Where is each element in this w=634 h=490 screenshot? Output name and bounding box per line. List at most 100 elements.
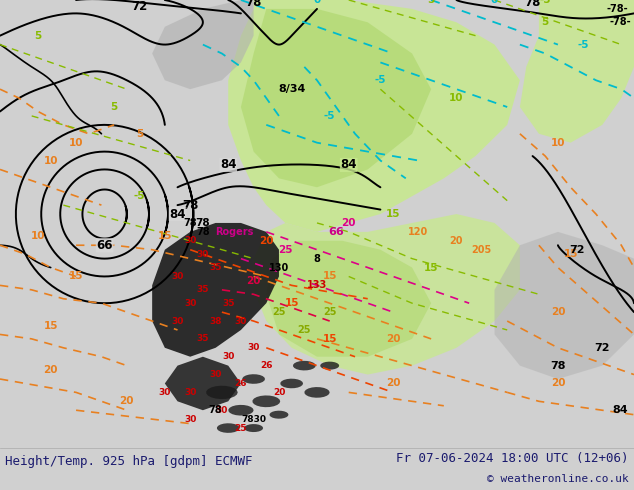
Text: 30: 30 (222, 352, 235, 361)
Text: 10: 10 (450, 93, 463, 103)
Text: 15: 15 (44, 320, 58, 331)
Text: -5: -5 (578, 40, 589, 49)
Polygon shape (228, 0, 520, 232)
Text: 5: 5 (136, 129, 143, 139)
Text: 20: 20 (551, 378, 565, 389)
Text: 30: 30 (209, 370, 222, 379)
Text: 84: 84 (340, 158, 357, 172)
Polygon shape (228, 405, 254, 416)
Polygon shape (244, 424, 263, 432)
Text: 38: 38 (209, 317, 222, 325)
Text: 78: 78 (524, 0, 541, 9)
Text: 10: 10 (551, 138, 565, 147)
Text: 15: 15 (323, 271, 337, 281)
Polygon shape (165, 357, 241, 410)
Text: 66: 66 (328, 227, 344, 237)
Text: -78-: -78- (606, 4, 628, 14)
Text: 15: 15 (285, 298, 299, 308)
Text: 20: 20 (120, 396, 134, 406)
Polygon shape (304, 387, 330, 398)
Text: 15: 15 (386, 209, 400, 219)
Text: 25: 25 (297, 325, 311, 335)
Text: 35: 35 (209, 263, 222, 272)
Text: Rogers: Rogers (216, 227, 254, 237)
Text: 72: 72 (569, 245, 585, 255)
Text: 20: 20 (386, 378, 400, 389)
Text: 7830: 7830 (241, 415, 266, 424)
Polygon shape (320, 362, 339, 369)
Text: 20: 20 (386, 334, 400, 344)
Text: 30: 30 (171, 317, 184, 325)
Text: 35: 35 (197, 285, 209, 294)
Text: 26: 26 (260, 361, 273, 370)
Text: 84: 84 (220, 158, 236, 172)
Text: 120: 120 (408, 227, 429, 237)
Text: 30: 30 (184, 299, 197, 308)
Polygon shape (217, 423, 240, 433)
Text: 30: 30 (158, 388, 171, 397)
Text: Height/Temp. 925 hPa [gdpm] ECMWF: Height/Temp. 925 hPa [gdpm] ECMWF (5, 455, 252, 468)
Text: 15: 15 (158, 231, 172, 242)
Text: 25: 25 (272, 307, 286, 317)
Text: 35: 35 (197, 334, 209, 343)
Text: 20: 20 (450, 236, 463, 246)
Text: 78: 78 (182, 198, 198, 212)
Text: 66: 66 (96, 239, 113, 252)
Text: 10: 10 (44, 155, 58, 166)
Text: -5: -5 (375, 75, 386, 85)
Polygon shape (280, 379, 303, 388)
Text: 30: 30 (216, 406, 228, 415)
Text: 5: 5 (34, 31, 42, 41)
Text: 15: 15 (564, 249, 578, 259)
Text: 0: 0 (491, 0, 498, 5)
Polygon shape (520, 0, 634, 143)
Text: 30: 30 (247, 343, 260, 352)
Text: 84: 84 (612, 405, 628, 415)
Text: 78: 78 (196, 227, 210, 237)
Text: 25: 25 (278, 245, 292, 255)
Polygon shape (266, 241, 431, 357)
Polygon shape (206, 386, 238, 399)
Text: © weatheronline.co.uk: © weatheronline.co.uk (487, 474, 629, 484)
Text: 5: 5 (427, 0, 435, 5)
Text: 78: 78 (183, 218, 197, 228)
Polygon shape (241, 9, 431, 187)
Polygon shape (254, 214, 520, 374)
Text: 130: 130 (269, 263, 289, 272)
Text: 20: 20 (273, 388, 285, 397)
Text: 20: 20 (44, 365, 58, 375)
Text: 78: 78 (209, 405, 223, 415)
Text: 25: 25 (323, 307, 337, 317)
Text: 15: 15 (69, 271, 83, 281)
Text: 8/34: 8/34 (278, 84, 306, 94)
Text: 78: 78 (195, 218, 210, 228)
Text: 72: 72 (595, 343, 610, 353)
Text: 30: 30 (171, 272, 184, 281)
Text: 30: 30 (184, 236, 197, 245)
Polygon shape (252, 395, 280, 407)
Text: 10: 10 (69, 138, 83, 147)
Text: -5: -5 (324, 111, 335, 121)
Polygon shape (242, 374, 265, 384)
Text: -78-: -78- (609, 17, 631, 27)
Polygon shape (293, 361, 316, 370)
Text: 5: 5 (110, 102, 118, 112)
Text: 30: 30 (197, 250, 209, 259)
Polygon shape (152, 223, 279, 357)
Text: 5: 5 (541, 17, 549, 27)
Text: 35: 35 (222, 299, 235, 308)
Text: 205: 205 (472, 245, 492, 255)
Text: 20: 20 (342, 218, 356, 228)
Text: 8: 8 (314, 254, 320, 264)
Text: 84: 84 (169, 208, 186, 220)
Text: 26: 26 (235, 379, 247, 388)
Text: 25: 25 (235, 423, 247, 433)
Polygon shape (152, 0, 254, 89)
Polygon shape (495, 232, 634, 379)
Text: 10: 10 (31, 231, 45, 242)
Text: -5: -5 (134, 191, 145, 201)
Text: Fr 07-06-2024 18:00 UTC (12+06): Fr 07-06-2024 18:00 UTC (12+06) (396, 452, 629, 465)
Text: 20: 20 (259, 236, 273, 246)
Text: 30: 30 (184, 415, 197, 424)
Text: 30: 30 (184, 388, 197, 397)
